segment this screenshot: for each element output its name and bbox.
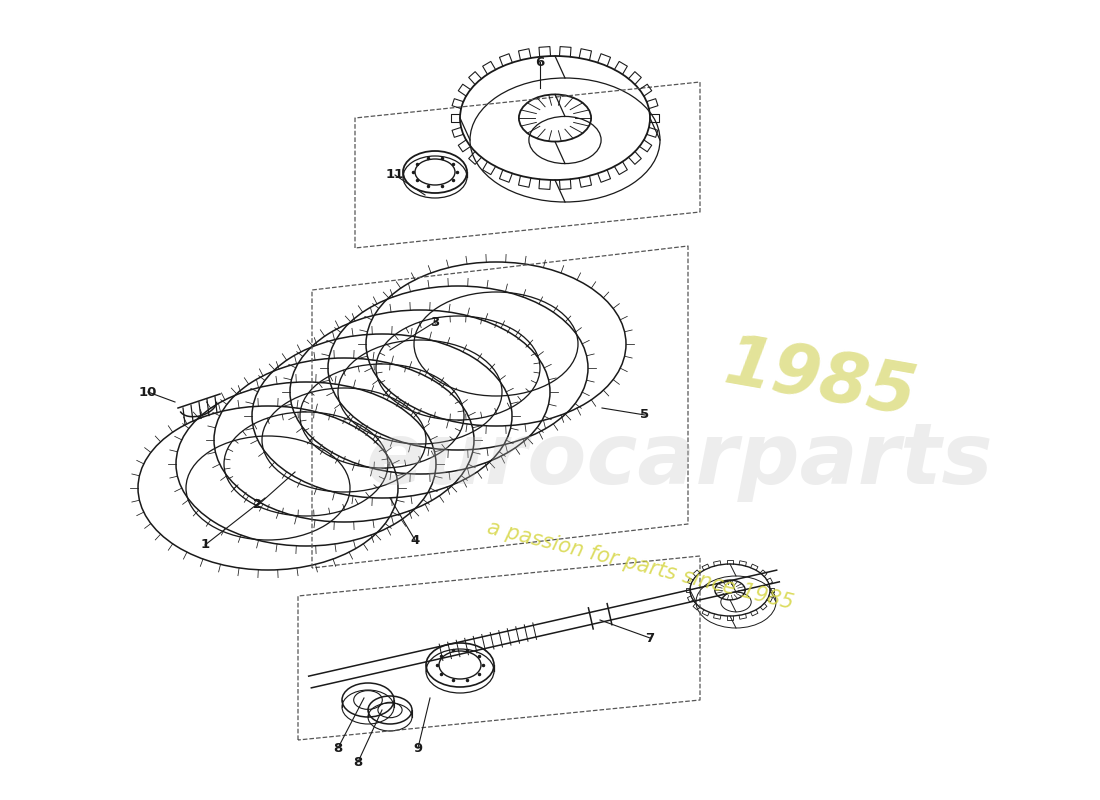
Text: 4: 4 <box>410 534 419 546</box>
Text: eurocarparts: eurocarparts <box>366 418 993 502</box>
Text: 3: 3 <box>430 315 440 329</box>
Text: 1: 1 <box>200 538 210 551</box>
Text: 7: 7 <box>646 631 654 645</box>
Text: 9: 9 <box>414 742 422 754</box>
Text: 8: 8 <box>353 755 363 769</box>
Text: a passion for parts since 1985: a passion for parts since 1985 <box>485 517 795 613</box>
Text: 6: 6 <box>536 55 544 69</box>
Text: 11: 11 <box>386 169 404 182</box>
Text: 8: 8 <box>333 742 342 754</box>
Text: 2: 2 <box>253 498 263 511</box>
Text: 10: 10 <box>139 386 157 398</box>
Text: 5: 5 <box>640 409 650 422</box>
Text: 1985: 1985 <box>719 330 921 430</box>
